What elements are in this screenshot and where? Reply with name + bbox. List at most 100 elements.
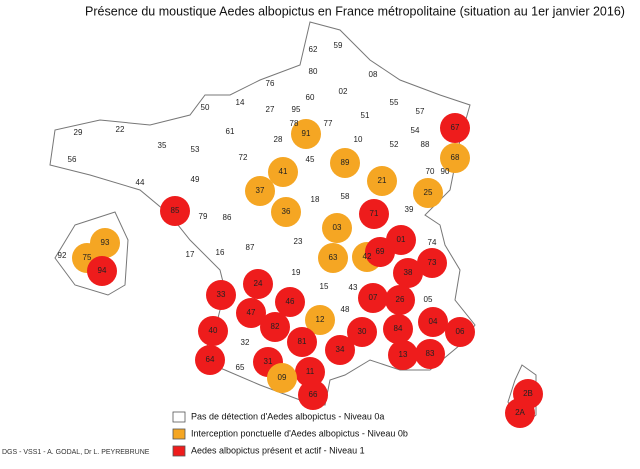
department-code: 73 <box>428 258 437 267</box>
department-patch <box>440 143 470 173</box>
department-patch <box>413 178 443 208</box>
department-patch <box>322 213 352 243</box>
department-code: 66 <box>309 390 318 399</box>
department-code: 55 <box>390 98 399 107</box>
department-code: 61 <box>226 127 235 136</box>
department-code: 39 <box>405 205 414 214</box>
patches <box>72 113 543 428</box>
legend-swatch <box>172 411 186 423</box>
department-code: 88 <box>421 140 430 149</box>
department-code: 30 <box>358 327 367 336</box>
department-code: 95 <box>292 105 301 114</box>
department-code: 36 <box>282 207 291 216</box>
department-patch <box>365 237 395 267</box>
department-code: 93 <box>101 238 110 247</box>
department-code: 08 <box>369 70 378 79</box>
department-code: 56 <box>68 155 77 164</box>
department-patch <box>418 307 448 337</box>
department-code: 21 <box>378 176 387 185</box>
department-patch <box>330 148 360 178</box>
department-code: 33 <box>217 290 226 299</box>
department-patch <box>245 176 275 206</box>
legend-swatch <box>172 428 186 440</box>
department-code: 75 <box>83 253 92 262</box>
department-code: 48 <box>341 305 350 314</box>
department-code: 12 <box>316 315 325 324</box>
department-code: 63 <box>329 253 338 262</box>
department-code: 94 <box>98 266 107 275</box>
department-code: 80 <box>309 67 318 76</box>
department-code: 03 <box>333 223 342 232</box>
department-code: 41 <box>279 167 288 176</box>
credit: DGS - VSS1 - A. GODAL, Dr L. PEYREBRUNE <box>2 449 150 456</box>
department-code: 68 <box>451 153 460 162</box>
department-code: 45 <box>306 155 315 164</box>
department-patch <box>388 340 418 370</box>
department-code: 07 <box>369 293 378 302</box>
department-code: 64 <box>206 355 215 364</box>
department-code: 62 <box>309 45 318 54</box>
legend-label: Pas de détection d'Aedes albopictus - Ni… <box>191 411 384 421</box>
department-code: 15 <box>320 282 329 291</box>
department-code: 42 <box>363 252 372 261</box>
department-patch <box>267 363 297 393</box>
department-code: 47 <box>247 308 256 317</box>
department-patch <box>325 335 355 365</box>
department-code: 89 <box>341 158 350 167</box>
legend: Pas de détection d'Aedes albopictus - Ni… <box>172 411 408 457</box>
department-code: 24 <box>254 279 263 288</box>
department-code: 60 <box>306 93 315 102</box>
department-code: 06 <box>456 327 465 336</box>
department-code: 17 <box>186 250 195 259</box>
department-patch <box>87 256 117 286</box>
department-code: 01 <box>397 235 406 244</box>
department-code: 58 <box>341 192 350 201</box>
legend-label: Interception ponctuelle d'Aedes albopict… <box>191 428 408 438</box>
department-code: 78 <box>290 119 299 128</box>
department-patch <box>160 196 190 226</box>
department-code: 32 <box>241 338 250 347</box>
department-code: 69 <box>376 247 385 256</box>
department-code: 92 <box>58 251 67 260</box>
department-patch <box>206 280 236 310</box>
department-code: 59 <box>334 41 343 50</box>
department-code: 44 <box>136 178 145 187</box>
department-code: 2A <box>515 408 525 417</box>
department-code: 49 <box>191 175 200 184</box>
department-code: 81 <box>298 337 307 346</box>
legend-label: Aedes albopictus présent et actif - Nive… <box>191 445 365 455</box>
department-code: 72 <box>239 153 248 162</box>
department-code: 27 <box>266 105 275 114</box>
department-code: 67 <box>451 123 460 132</box>
department-patch <box>260 312 290 342</box>
department-code: 29 <box>74 128 83 137</box>
department-code: 11 <box>306 367 315 376</box>
department-code: 90 <box>441 167 450 176</box>
department-code: 10 <box>354 135 363 144</box>
department-code: 50 <box>201 103 210 112</box>
department-code: 09 <box>278 373 287 382</box>
department-patch <box>440 113 470 143</box>
department-patch <box>367 166 397 196</box>
department-patch <box>347 317 377 347</box>
department-patch <box>198 316 228 346</box>
department-code: 46 <box>286 297 295 306</box>
department-patch <box>415 339 445 369</box>
department-code: 23 <box>294 237 303 246</box>
department-patch <box>393 258 423 288</box>
department-code: 05 <box>424 295 433 304</box>
department-code: 25 <box>424 188 433 197</box>
department-code: 26 <box>396 295 405 304</box>
department-code: 28 <box>274 135 283 144</box>
department-code: 02 <box>339 87 348 96</box>
department-code: 74 <box>428 238 437 247</box>
department-patch <box>305 305 335 335</box>
department-code: 71 <box>370 209 379 218</box>
title: Présence du moustique Aedes albopictus e… <box>85 4 625 18</box>
legend-swatch <box>172 445 186 457</box>
department-code: 54 <box>411 126 420 135</box>
department-patch <box>291 119 321 149</box>
department-code: 18 <box>311 195 320 204</box>
department-patch <box>295 357 325 387</box>
